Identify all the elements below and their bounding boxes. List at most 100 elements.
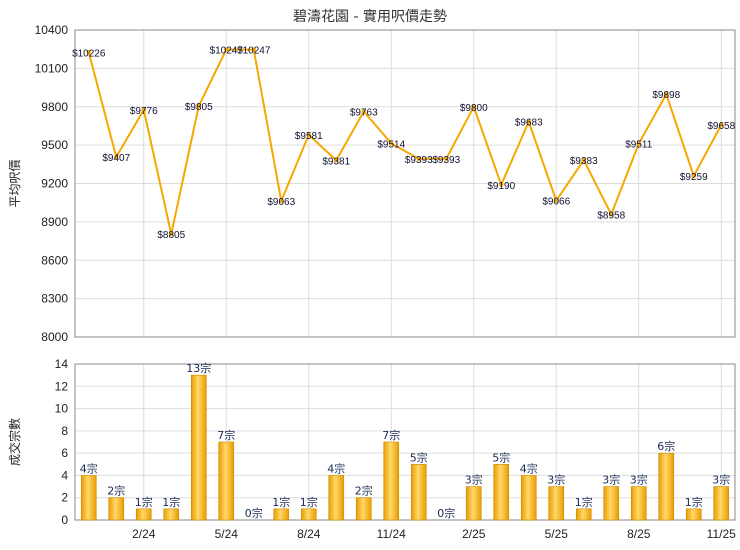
volume-data-label: 7宗 — [217, 428, 235, 442]
price-data-label: $9066 — [542, 197, 570, 208]
price-data-label: $9393 — [405, 155, 433, 166]
price-point — [196, 103, 201, 109]
volume-bar — [493, 463, 510, 521]
price-data-label: $9407 — [102, 153, 130, 164]
price-data-label: $9763 — [350, 107, 378, 118]
volume-y-axis-label: 成交宗數 — [7, 418, 22, 466]
volume-bar — [575, 508, 592, 521]
price-y-tick-label: 8300 — [41, 292, 68, 306]
price-data-label: $9800 — [460, 103, 488, 114]
price-series-line — [87, 48, 723, 236]
volume-y-tick-label: 12 — [55, 379, 69, 393]
volume-data-label: 1宗 — [300, 495, 318, 509]
x-tick-label: 2/25 — [462, 527, 486, 541]
volume-y-tick-label: 8 — [61, 424, 68, 438]
volume-bar — [548, 486, 565, 521]
price-data-label: $10247 — [237, 46, 271, 57]
price-data-label: $9259 — [680, 172, 708, 183]
price-point — [86, 50, 91, 55]
volume-bar — [300, 508, 317, 521]
price-data-label: $9514 — [377, 139, 405, 150]
volume-data-label: 13宗 — [186, 361, 211, 375]
volume-data-label: 1宗 — [272, 495, 290, 509]
volume-bar — [355, 497, 372, 521]
price-point — [306, 132, 311, 137]
price-data-label: $9190 — [487, 181, 515, 192]
x-tick-label: 11/25 — [707, 527, 736, 541]
x-tick-label: 11/24 — [377, 527, 406, 541]
price-point — [389, 141, 394, 146]
x-tick-label: 2/24 — [132, 527, 156, 541]
price-point — [114, 154, 119, 160]
volume-data-label: 2宗 — [107, 484, 125, 498]
volume-bar — [80, 475, 97, 521]
volume-y-tick-label: 6 — [61, 446, 68, 460]
volume-data-label: 0宗 — [245, 506, 263, 520]
price-point — [526, 119, 531, 124]
price-data-label: $10226 — [72, 48, 106, 59]
x-tick-label: 8/24 — [297, 527, 321, 541]
price-y-tick-label: 8900 — [41, 215, 68, 229]
chart-title: 碧濤花園 - 實用呎價走勢 — [293, 8, 447, 25]
volume-y-tick-label: 10 — [55, 402, 69, 416]
volume-data-label: 1宗 — [135, 495, 153, 509]
price-data-label: $9063 — [267, 197, 295, 208]
volume-data-label: 0宗 — [437, 506, 455, 520]
volume-bar — [218, 441, 235, 521]
price-point — [499, 182, 504, 187]
volume-y-tick-label: 2 — [61, 491, 68, 505]
volume-data-label: 4宗 — [80, 461, 98, 475]
volume-bar — [163, 508, 180, 521]
volume-data-label: 3宗 — [712, 473, 730, 487]
volume-data-label: 7宗 — [382, 428, 400, 442]
volume-bar — [383, 441, 400, 521]
volume-data-label: 3宗 — [630, 473, 648, 487]
price-y-tick-label: 10100 — [35, 61, 69, 75]
price-data-label: $9383 — [570, 156, 598, 167]
volume-data-label: 1宗 — [685, 495, 703, 509]
volume-y-tick-label: 4 — [61, 468, 68, 482]
volume-bar — [520, 475, 537, 521]
price-point — [444, 156, 449, 162]
volume-y-tick-label: 14 — [55, 357, 69, 371]
price-point — [471, 104, 476, 109]
price-y-tick-label: 9500 — [41, 138, 68, 152]
price-y-axis-label: 平均呎價 — [8, 159, 22, 207]
price-data-label: $9511 — [625, 140, 653, 151]
volume-bar — [135, 508, 152, 521]
x-tick-label: 5/24 — [215, 527, 239, 541]
volume-bar — [603, 486, 620, 521]
price-point — [361, 109, 366, 114]
price-data-label: $10247 — [210, 46, 244, 57]
volume-data-label: 3宗 — [602, 473, 620, 487]
price-point — [279, 198, 284, 204]
volume-bar — [713, 486, 730, 521]
price-data-label: $9393 — [432, 155, 460, 166]
price-data-label: $9898 — [652, 90, 680, 101]
x-tick-label: 8/25 — [627, 527, 651, 541]
price-data-label: $9805 — [185, 102, 213, 113]
price-data-label: $9581 — [295, 131, 323, 142]
price-data-label: $9776 — [130, 106, 158, 117]
price-y-tick-label: 10400 — [35, 23, 69, 37]
volume-y-tick-label: 0 — [61, 513, 68, 527]
volume-data-label: 6宗 — [657, 439, 675, 453]
price-data-label: $8958 — [597, 210, 625, 221]
price-point — [609, 212, 614, 217]
price-data-label: $9381 — [322, 156, 350, 167]
price-point — [636, 141, 641, 146]
price-y-tick-label: 9800 — [41, 100, 68, 114]
volume-bar — [410, 463, 427, 521]
price-point — [224, 47, 229, 52]
volume-bar — [190, 374, 207, 521]
x-tick-label: 5/25 — [545, 527, 569, 541]
price-point — [334, 158, 339, 163]
volume-data-label: 2宗 — [355, 484, 373, 498]
price-y-tick-label: 8000 — [41, 330, 68, 344]
volume-bar — [465, 486, 482, 521]
volume-bar — [108, 497, 125, 521]
volume-bar — [658, 452, 675, 521]
price-plot-frame — [74, 29, 736, 338]
